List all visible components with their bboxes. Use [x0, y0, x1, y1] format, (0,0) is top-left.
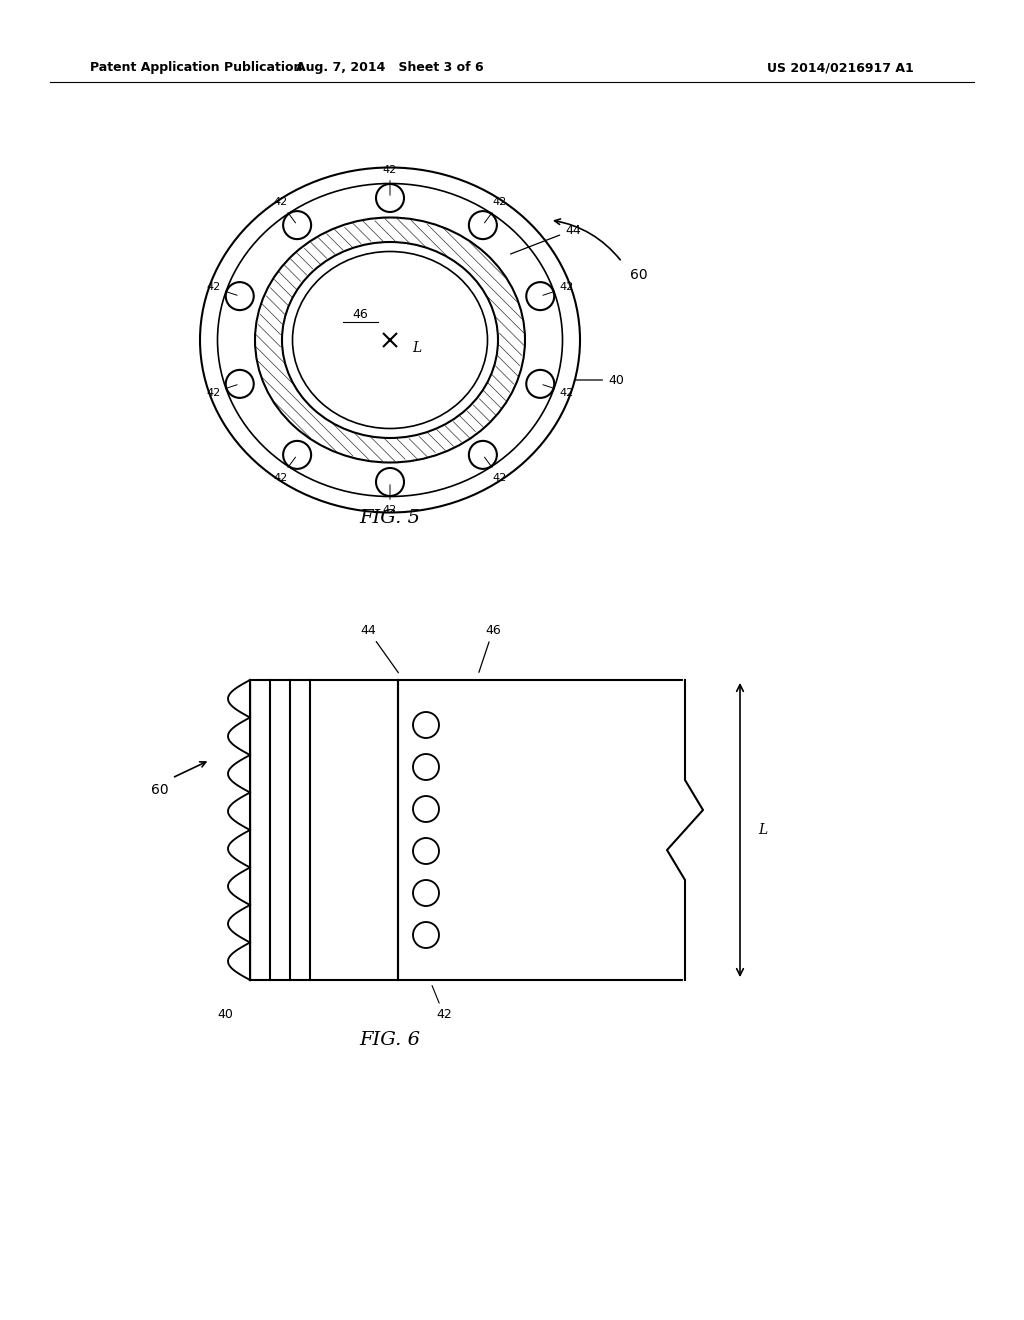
Text: 60: 60	[152, 783, 169, 797]
Bar	[398, 680, 685, 979]
Text: 42: 42	[273, 457, 296, 483]
Circle shape	[225, 370, 254, 397]
Text: 42: 42	[383, 484, 397, 515]
Circle shape	[526, 370, 554, 397]
Text: 42: 42	[383, 165, 397, 195]
Circle shape	[469, 211, 497, 239]
Text: 40: 40	[217, 1008, 232, 1022]
Text: 42: 42	[206, 282, 238, 296]
Circle shape	[283, 211, 311, 239]
Text: Patent Application Publication: Patent Application Publication	[90, 62, 302, 74]
Circle shape	[376, 469, 404, 496]
Text: 44: 44	[360, 623, 398, 673]
Text: US 2014/0216917 A1: US 2014/0216917 A1	[767, 62, 913, 74]
Text: Aug. 7, 2014   Sheet 3 of 6: Aug. 7, 2014 Sheet 3 of 6	[296, 62, 483, 74]
Ellipse shape	[293, 252, 487, 429]
Ellipse shape	[217, 183, 562, 496]
Text: 40: 40	[574, 374, 624, 387]
Text: 42: 42	[206, 384, 238, 397]
Circle shape	[413, 796, 439, 822]
Text: FIG. 5: FIG. 5	[359, 510, 421, 527]
Circle shape	[376, 183, 404, 213]
Text: 42: 42	[543, 384, 574, 397]
Circle shape	[413, 754, 439, 780]
Text: 42: 42	[484, 457, 507, 483]
Circle shape	[469, 441, 497, 469]
Ellipse shape	[255, 218, 525, 462]
Circle shape	[283, 441, 311, 469]
Circle shape	[526, 282, 554, 310]
Text: 42: 42	[484, 198, 507, 223]
Circle shape	[413, 921, 439, 948]
Text: 44: 44	[511, 223, 581, 253]
Text: 46: 46	[479, 623, 501, 672]
Circle shape	[225, 282, 254, 310]
Text: 60: 60	[630, 268, 647, 282]
Text: 46: 46	[352, 309, 368, 322]
Text: L: L	[412, 341, 421, 355]
Circle shape	[413, 838, 439, 865]
Circle shape	[413, 880, 439, 906]
Text: 42: 42	[543, 282, 574, 296]
Text: 42: 42	[432, 986, 452, 1022]
Ellipse shape	[200, 168, 580, 512]
Ellipse shape	[282, 242, 498, 438]
Text: 42: 42	[273, 198, 296, 223]
Text: L: L	[758, 822, 767, 837]
Text: FIG. 6: FIG. 6	[359, 1031, 421, 1049]
Circle shape	[413, 711, 439, 738]
